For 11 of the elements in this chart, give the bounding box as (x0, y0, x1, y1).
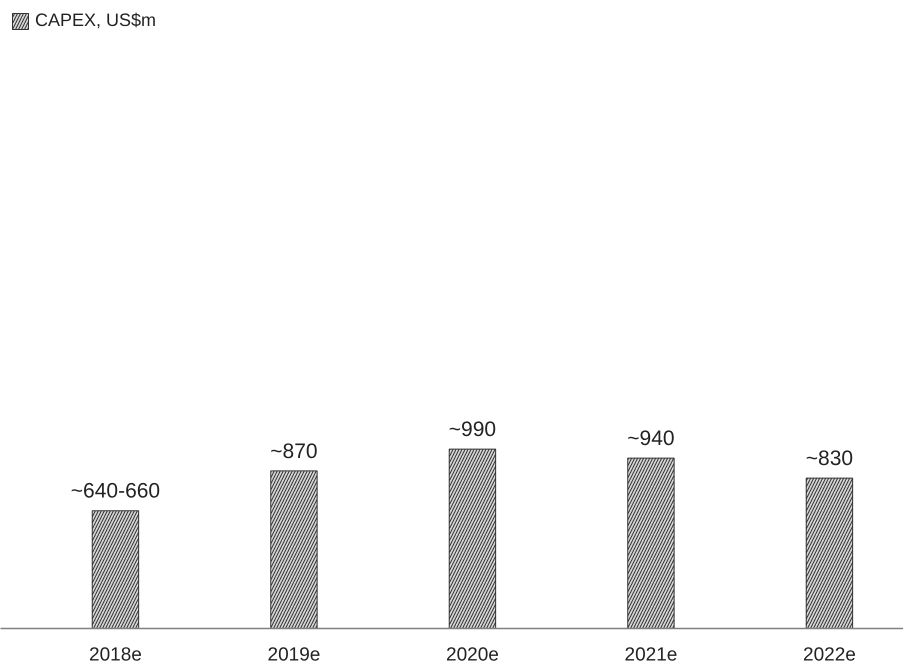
data-label: ~830 (806, 447, 854, 470)
x-tick-label: 2022e (803, 644, 856, 663)
data-label: ~990 (448, 418, 496, 442)
data-label: ~940 (627, 427, 675, 450)
legend-label: CAPEX, US$m (35, 10, 156, 31)
x-tick-label: 2019e (268, 644, 320, 663)
x-tick-label: 2020e (446, 644, 499, 663)
x-tick-label: 2021e (624, 644, 678, 663)
data-label: ~640-660 (70, 480, 160, 503)
x-tick-label: 2018e (89, 644, 142, 663)
data-label: ~870 (270, 440, 318, 463)
